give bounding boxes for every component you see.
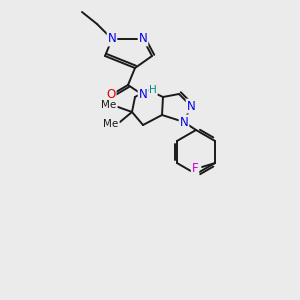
Text: Me: Me bbox=[103, 119, 118, 129]
Text: F: F bbox=[192, 163, 198, 176]
Text: N: N bbox=[187, 100, 195, 112]
Text: N: N bbox=[139, 88, 147, 101]
Text: N: N bbox=[180, 116, 188, 128]
Text: N: N bbox=[139, 32, 147, 46]
Text: H: H bbox=[149, 85, 157, 95]
Text: O: O bbox=[106, 88, 116, 101]
Text: Me: Me bbox=[101, 100, 117, 110]
Text: N: N bbox=[108, 32, 116, 46]
